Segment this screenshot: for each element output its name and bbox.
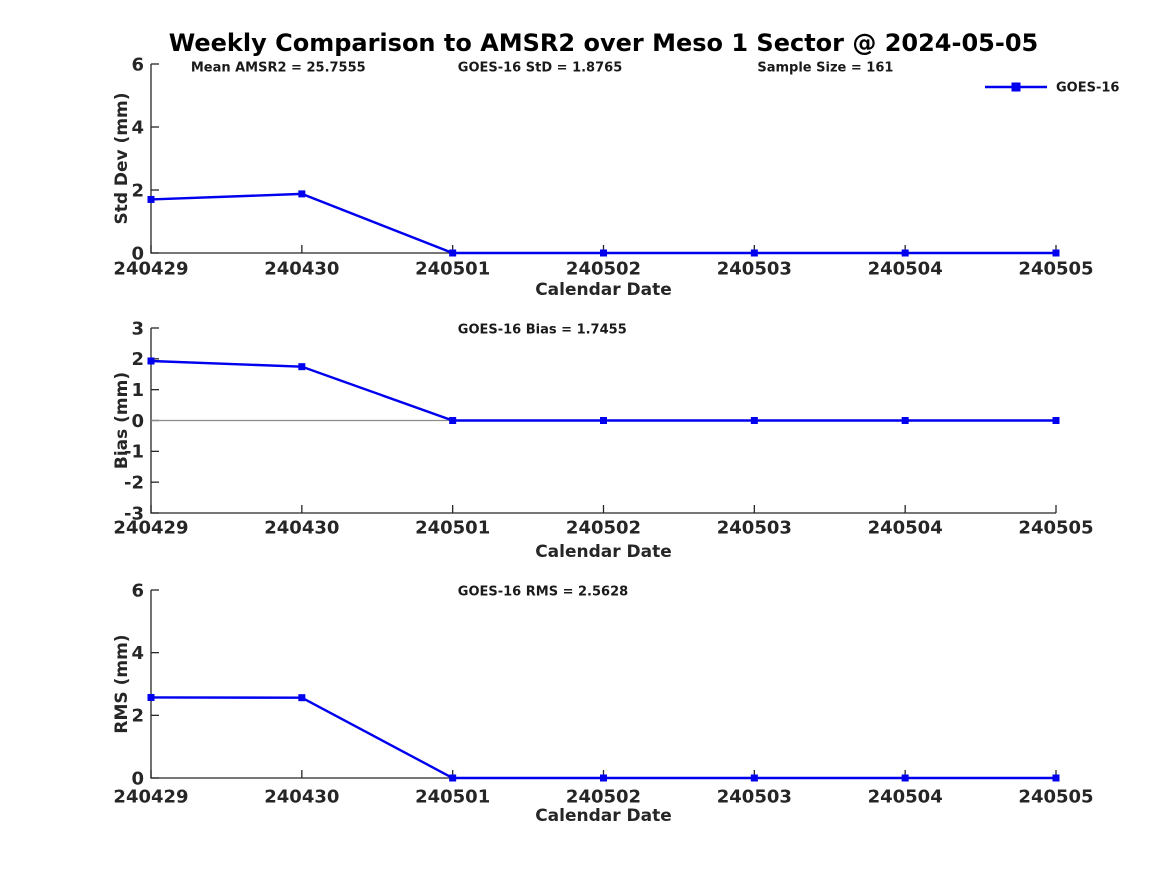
data-point	[1052, 417, 1060, 424]
axis-lines	[150, 64, 1056, 254]
stddev-chart: 0 2 4 6 240429 240430 240501 240502 240503 240504…	[112, 54, 1119, 300]
series-line	[150, 359, 1056, 422]
y-tick-label: 0	[131, 411, 144, 432]
bias-chart: -3 -2 -1 0 1 2 3 240429 240430 240501 240502 240503…	[112, 318, 1094, 562]
x-tick-label: 240430	[264, 258, 339, 279]
x-tick-label: 240430	[264, 786, 339, 807]
annotation-text: Sample Size = 161	[757, 61, 893, 76]
y-tick-label: -3	[124, 503, 144, 524]
x-tick-label: 240429	[113, 786, 188, 807]
data-point	[1052, 249, 1060, 257]
x-tick-label: 240429	[113, 517, 188, 538]
data-point	[298, 694, 306, 702]
annotation-text: GOES-16 Bias = 1.7455	[458, 323, 627, 338]
data-point	[750, 249, 758, 257]
data-point	[600, 774, 607, 782]
y-tick-label: 6	[131, 54, 144, 75]
axis-lines	[150, 590, 1056, 779]
y-axis-label: RMS (mm)	[112, 634, 132, 733]
x-tick-label: 240501	[415, 786, 490, 807]
y-tick-label: 4	[131, 643, 144, 664]
x-tick-label: 240502	[566, 258, 641, 279]
data-point	[901, 417, 909, 424]
y-tick-label: -1	[124, 442, 144, 463]
x-tick-label: 240505	[1018, 517, 1093, 538]
x-tick-label: 240505	[1018, 786, 1093, 807]
x-tick-label: 240505	[1018, 258, 1093, 279]
series-line	[150, 696, 1056, 780]
x-tick-label: 240502	[566, 517, 641, 538]
y-tick-label: 0	[131, 243, 144, 264]
y-tick-label: 6	[131, 580, 144, 601]
data-point	[449, 249, 457, 257]
data-point	[147, 195, 155, 203]
data-point	[449, 417, 457, 424]
y-tick-label: 3	[131, 318, 144, 339]
data-point	[750, 417, 758, 424]
y-axis-label: Bias (mm)	[112, 372, 132, 469]
x-tick-label: 240504	[868, 258, 943, 279]
data-point	[1052, 774, 1060, 782]
y-tick-label: 2	[131, 349, 144, 370]
y-tick-label: 0	[131, 768, 144, 789]
annotation-text: GOES-16 RMS = 2.5628	[458, 585, 628, 600]
rms-chart: 0 2 4 6 240429 240430 240501 240502 240503 240504…	[112, 580, 1094, 826]
data-point	[901, 249, 909, 257]
x-tick-label: 240504	[868, 517, 943, 538]
x-tick-label: 240503	[717, 786, 792, 807]
x-tick-label: 240504	[868, 786, 943, 807]
data-point	[901, 774, 909, 782]
y-axis-label: Std Dev (mm)	[112, 92, 132, 224]
y-tick-label: 2	[131, 180, 144, 201]
legend-label: GOES-16	[1056, 81, 1119, 96]
annotation-text: GOES-16 StD = 1.8765	[458, 61, 622, 76]
x-tick-label: 240501	[415, 517, 490, 538]
y-tick-label: 1	[131, 380, 144, 401]
data-point	[298, 190, 306, 198]
data-point	[600, 417, 607, 424]
series-line	[150, 192, 1056, 255]
figure-title: Weekly Comparison to AMSR2 over Meso 1 S…	[168, 29, 1039, 57]
x-axis-label: Calendar Date	[535, 280, 672, 300]
x-tick-label: 240502	[566, 786, 641, 807]
x-tick-label: 240503	[717, 517, 792, 538]
x-tick-label: 240430	[264, 517, 339, 538]
y-tick-label: -2	[124, 472, 144, 493]
y-tick-label: 4	[131, 117, 144, 138]
y-tick-label: 2	[131, 706, 144, 727]
data-point	[147, 357, 155, 365]
legend-marker	[1011, 82, 1021, 92]
x-tick-label: 240503	[717, 258, 792, 279]
data-point	[298, 363, 306, 371]
x-axis-label: Calendar Date	[535, 806, 672, 826]
data-point	[449, 774, 457, 782]
data-point	[600, 249, 607, 257]
x-axis-label: Calendar Date	[535, 542, 672, 562]
data-point	[147, 693, 155, 701]
data-point	[750, 774, 758, 782]
annotation-text: Mean AMSR2 = 25.7555	[191, 61, 366, 76]
x-tick-label: 240501	[415, 258, 490, 279]
x-tick-label: 240429	[113, 258, 188, 279]
